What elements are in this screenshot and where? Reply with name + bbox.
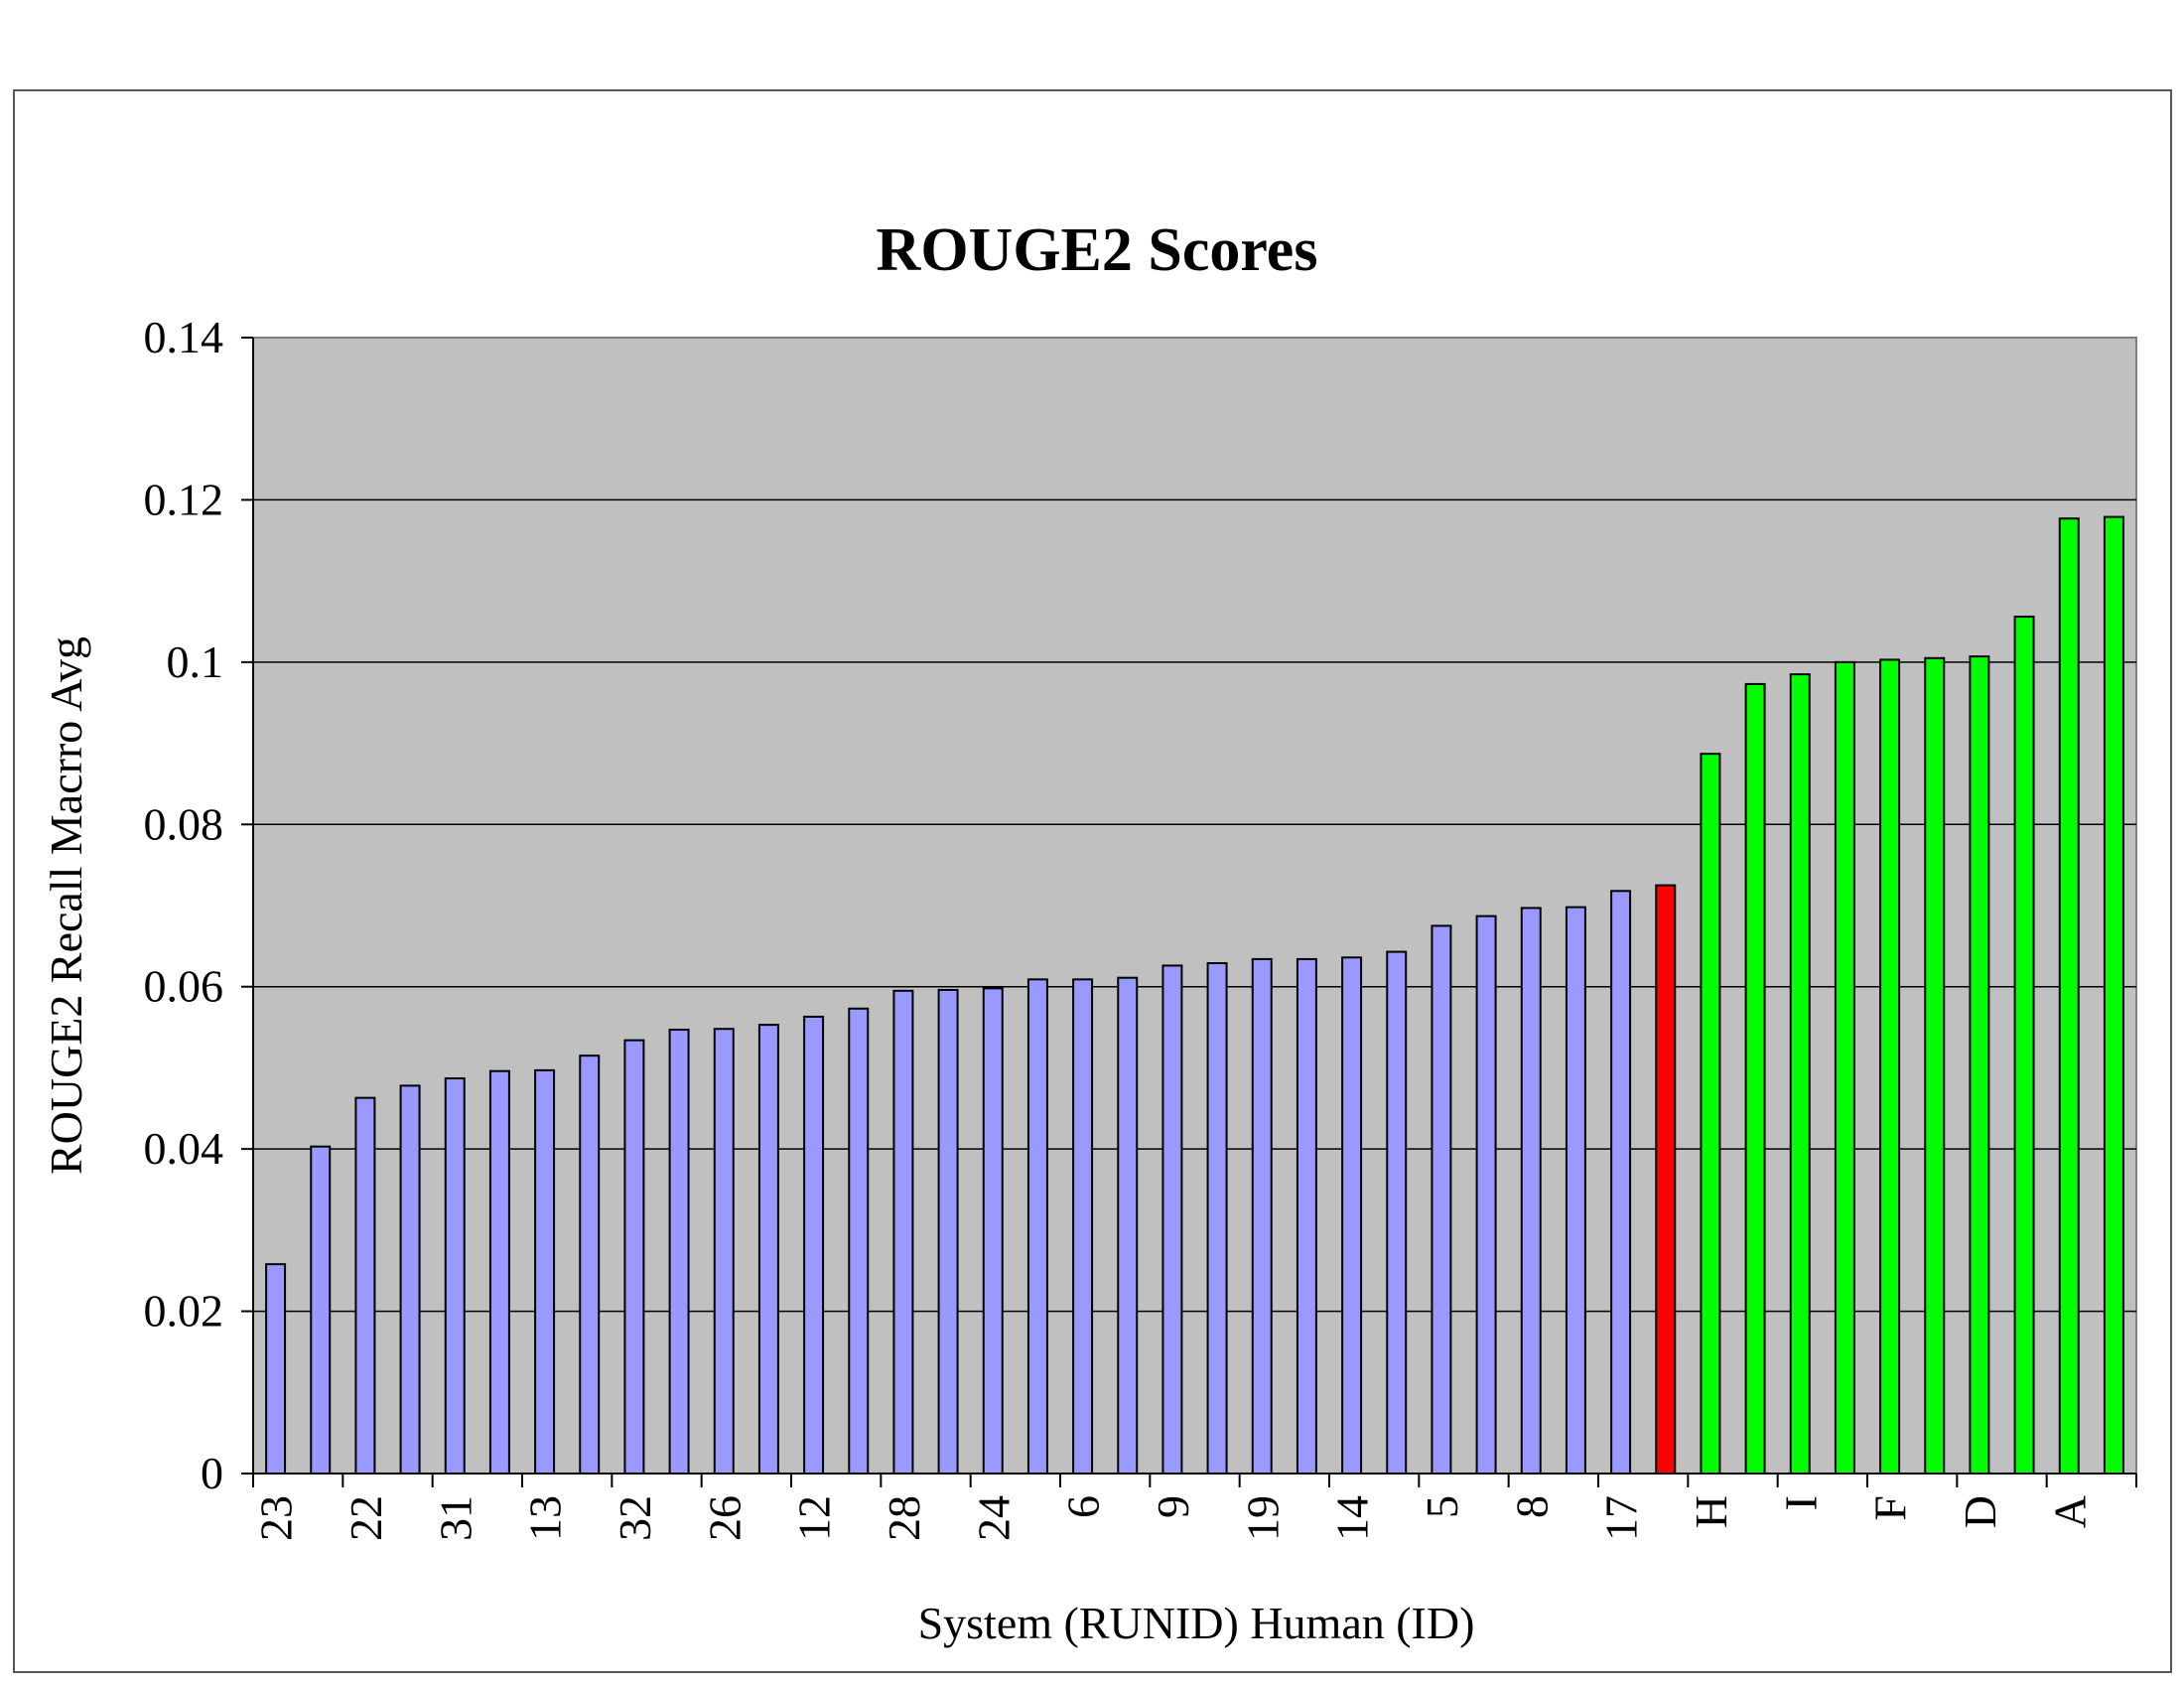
bar <box>668 1029 690 1475</box>
bar <box>623 1039 645 1476</box>
y-axis-title: ROUGE2 Recall Macrro Avg <box>41 636 91 1175</box>
bar <box>444 1077 466 1475</box>
bar <box>2013 616 2035 1475</box>
bar <box>1341 956 1363 1475</box>
bar <box>1520 907 1542 1475</box>
bar <box>848 1007 870 1476</box>
bar <box>399 1084 421 1476</box>
bar <box>1026 978 1048 1475</box>
y-tick-label: 0.02 <box>144 1286 224 1336</box>
y-tick-label: 0.12 <box>144 474 224 524</box>
x-tick-label: 23 <box>251 1495 302 1541</box>
x-tick-label: I <box>1775 1495 1826 1510</box>
x-tick-label: 8 <box>1506 1495 1557 1518</box>
bar <box>2103 515 2124 1475</box>
x-tick-label: 26 <box>699 1495 750 1541</box>
bar <box>713 1028 735 1475</box>
bar <box>1969 655 1990 1475</box>
y-tick-label: 0.08 <box>144 798 224 849</box>
x-tick-label: 24 <box>968 1495 1019 1541</box>
y-tick-label: 0 <box>201 1448 223 1498</box>
bar <box>1117 976 1139 1475</box>
bar <box>354 1096 376 1475</box>
bar <box>1744 682 1766 1475</box>
x-tick-label: D <box>1955 1495 2005 1528</box>
bar <box>1700 753 1721 1475</box>
x-axis-ticks: 23 22 31 13 32 26 12 28 24 6 9 19 14 5 8 17 H I F D A <box>251 1474 2137 1541</box>
bar <box>1251 957 1273 1475</box>
plot-area <box>252 337 2137 1475</box>
y-tick-label: 0.04 <box>144 1123 224 1174</box>
x-tick-label: 19 <box>1237 1495 1288 1541</box>
x-tick-label: 17 <box>1596 1495 1647 1541</box>
bar <box>1610 890 1632 1475</box>
bar <box>803 1015 825 1475</box>
bar <box>1386 950 1408 1475</box>
x-tick-label: F <box>1865 1495 1916 1521</box>
bar <box>1834 660 1855 1475</box>
y-axis-ticks: 0 0.02 0.04 0.06 0.08 0.1 0.12 0.14 <box>144 312 253 1498</box>
bar <box>265 1263 287 1475</box>
bar <box>488 1069 510 1475</box>
bar <box>1565 906 1586 1475</box>
bar <box>1431 924 1452 1475</box>
bars <box>265 515 2124 1476</box>
x-tick-label: 32 <box>610 1495 660 1541</box>
x-tick-label: 14 <box>1327 1495 1378 1541</box>
x-tick-label: 28 <box>879 1495 929 1541</box>
bar <box>982 987 1004 1475</box>
x-tick-label: A <box>2044 1495 2095 1528</box>
y-tick-label: 0.14 <box>144 312 224 362</box>
x-axis-title: System (RUNID) Human (ID) <box>918 1598 1475 1648</box>
bar <box>1161 964 1183 1475</box>
bar <box>1072 978 1094 1475</box>
chart-title: ROUGE2 Scores <box>877 216 1318 284</box>
y-tick-label: 0.06 <box>144 961 224 1012</box>
bar <box>310 1145 332 1475</box>
x-tick-label: 22 <box>341 1495 391 1541</box>
y-tick-label: 0.1 <box>167 636 224 687</box>
bar <box>1789 673 1811 1475</box>
gridlines <box>253 498 2136 1313</box>
bar <box>2058 517 2080 1475</box>
bar <box>1206 962 1228 1475</box>
bar <box>892 989 914 1475</box>
bar <box>1655 884 1677 1475</box>
x-tick-label: 6 <box>1058 1495 1109 1518</box>
x-tick-label: 5 <box>1417 1495 1467 1518</box>
bar <box>534 1068 556 1475</box>
bar <box>1879 658 1901 1475</box>
bar <box>757 1024 779 1475</box>
bar <box>1475 914 1497 1475</box>
bar <box>937 988 959 1475</box>
bar <box>1924 656 1946 1475</box>
x-tick-label: H <box>1686 1495 1736 1528</box>
x-tick-label: 31 <box>430 1495 480 1541</box>
bar <box>1296 957 1317 1475</box>
x-tick-label: 12 <box>789 1495 840 1541</box>
x-tick-label: 9 <box>1148 1495 1198 1518</box>
bar <box>579 1054 601 1475</box>
x-tick-label: 13 <box>520 1495 571 1541</box>
